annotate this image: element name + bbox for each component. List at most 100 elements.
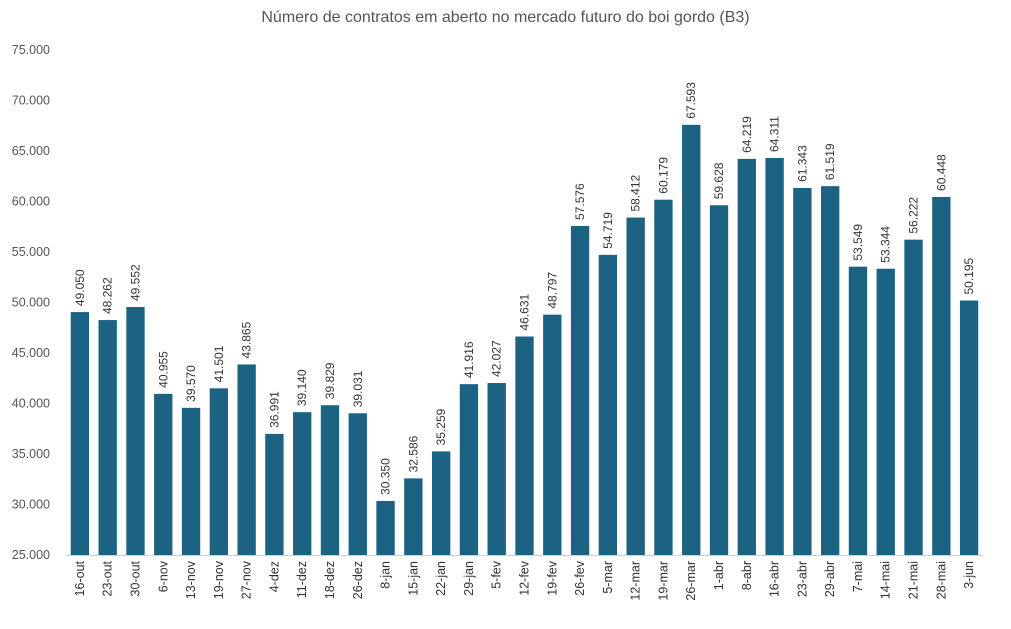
data-label: 30.350 bbox=[379, 458, 393, 495]
bar bbox=[737, 158, 756, 555]
bar bbox=[682, 124, 701, 555]
bar bbox=[848, 266, 868, 555]
bar bbox=[376, 500, 395, 555]
x-tick-label: 14-mai bbox=[879, 561, 893, 599]
data-label: 59.628 bbox=[712, 162, 726, 199]
data-label: 41.501 bbox=[212, 345, 226, 382]
y-tick-label: 45.000 bbox=[12, 346, 50, 360]
bar bbox=[709, 205, 729, 555]
y-tick-label: 35.000 bbox=[12, 447, 50, 461]
data-label: 49.050 bbox=[73, 269, 87, 306]
data-label: 39.570 bbox=[184, 365, 198, 402]
y-tick-label: 55.000 bbox=[12, 245, 50, 259]
x-tick-label: 21-mai bbox=[907, 561, 921, 599]
x-tick-label: 16-abr bbox=[768, 561, 782, 597]
x-tick-label: 30-out bbox=[128, 560, 142, 596]
bar bbox=[793, 187, 812, 555]
y-tick-label: 65.000 bbox=[12, 144, 50, 158]
chart-title: Número de contratos em aberto no mercado… bbox=[261, 9, 750, 26]
x-tick-label: 27-nov bbox=[240, 560, 254, 599]
x-tick-label: 8-abr bbox=[740, 561, 754, 590]
y-tick-label: 60.000 bbox=[12, 195, 50, 209]
data-label: 60.448 bbox=[934, 154, 948, 191]
bar bbox=[904, 239, 923, 555]
data-label: 48.262 bbox=[101, 277, 115, 314]
x-tick-label: 12-mar bbox=[629, 561, 643, 601]
x-tick-label: 8-jan bbox=[379, 561, 393, 589]
x-tick-label: 15-jan bbox=[406, 561, 420, 596]
x-tick-label: 22-jan bbox=[434, 561, 448, 596]
x-tick-label: 3-jun bbox=[962, 561, 976, 589]
bar bbox=[487, 383, 506, 555]
bar bbox=[70, 312, 90, 555]
x-tick-label: 5-fev bbox=[490, 560, 504, 589]
bar bbox=[543, 314, 562, 555]
x-tick-label: 1-abr bbox=[712, 561, 726, 590]
bar bbox=[820, 186, 840, 556]
x-tick-label: 19-nov bbox=[212, 560, 226, 599]
bar bbox=[293, 412, 312, 555]
data-label: 41.916 bbox=[462, 341, 476, 378]
data-label: 54.719 bbox=[601, 212, 615, 249]
bar bbox=[209, 388, 229, 555]
data-label: 39.140 bbox=[295, 369, 309, 406]
data-label: 36.991 bbox=[267, 391, 281, 428]
x-tick-label: 7-mai bbox=[851, 561, 865, 592]
x-tick-label: 26-fev bbox=[573, 560, 587, 595]
data-label: 60.179 bbox=[656, 157, 670, 194]
bar bbox=[570, 225, 590, 555]
x-tick-label: 16-out bbox=[73, 560, 87, 596]
x-tick-label: 12-fev bbox=[518, 560, 532, 595]
y-tick-label: 70.000 bbox=[12, 94, 50, 108]
data-label: 64.219 bbox=[740, 116, 754, 153]
bar bbox=[876, 268, 895, 555]
data-label: 67.593 bbox=[684, 82, 698, 119]
y-tick-label: 25.000 bbox=[12, 548, 50, 562]
data-label: 53.549 bbox=[851, 224, 865, 261]
data-label: 57.576 bbox=[573, 183, 587, 220]
data-label: 46.631 bbox=[518, 293, 532, 330]
data-label: 39.031 bbox=[351, 370, 365, 407]
bar bbox=[237, 364, 256, 555]
data-label: 49.552 bbox=[128, 264, 142, 301]
bar bbox=[431, 451, 451, 555]
bar bbox=[154, 393, 173, 555]
bar bbox=[515, 336, 534, 555]
bar bbox=[765, 157, 784, 555]
x-tick-label: 23-out bbox=[101, 560, 115, 596]
y-tick-label: 75.000 bbox=[12, 43, 50, 57]
bar bbox=[320, 405, 340, 555]
data-label: 50.195 bbox=[962, 258, 976, 295]
y-tick-label: 30.000 bbox=[12, 498, 50, 512]
data-label: 53.344 bbox=[879, 226, 893, 263]
y-tick-label: 50.000 bbox=[12, 296, 50, 310]
data-label: 56.222 bbox=[907, 197, 921, 234]
x-tick-label: 26-dez bbox=[351, 561, 365, 599]
x-tick-label: 11-dez bbox=[295, 561, 309, 598]
bar bbox=[98, 320, 117, 555]
data-label: 61.343 bbox=[795, 145, 809, 182]
x-tick-label: 29-jan bbox=[462, 561, 476, 596]
bar bbox=[265, 433, 284, 555]
data-label: 48.797 bbox=[545, 272, 559, 309]
data-label: 43.865 bbox=[240, 321, 254, 358]
data-label: 61.519 bbox=[823, 143, 837, 180]
data-label: 40.955 bbox=[156, 351, 170, 388]
bar bbox=[181, 407, 201, 555]
data-label: 64.311 bbox=[768, 116, 782, 152]
bar bbox=[932, 196, 951, 555]
y-tick-label: 40.000 bbox=[12, 397, 50, 411]
data-label: 39.829 bbox=[323, 362, 337, 399]
bar bbox=[459, 384, 479, 555]
x-tick-label: 29-abr bbox=[823, 561, 837, 597]
data-label: 35.259 bbox=[434, 408, 448, 445]
data-label: 32.586 bbox=[406, 435, 420, 472]
bar bbox=[626, 217, 645, 555]
x-tick-label: 26-mar bbox=[684, 561, 698, 601]
x-tick-label: 13-nov bbox=[184, 560, 198, 599]
x-tick-label: 4-dez bbox=[267, 561, 281, 592]
x-tick-label: 23-abr bbox=[795, 561, 809, 597]
x-tick-label: 6-nov bbox=[156, 560, 170, 592]
